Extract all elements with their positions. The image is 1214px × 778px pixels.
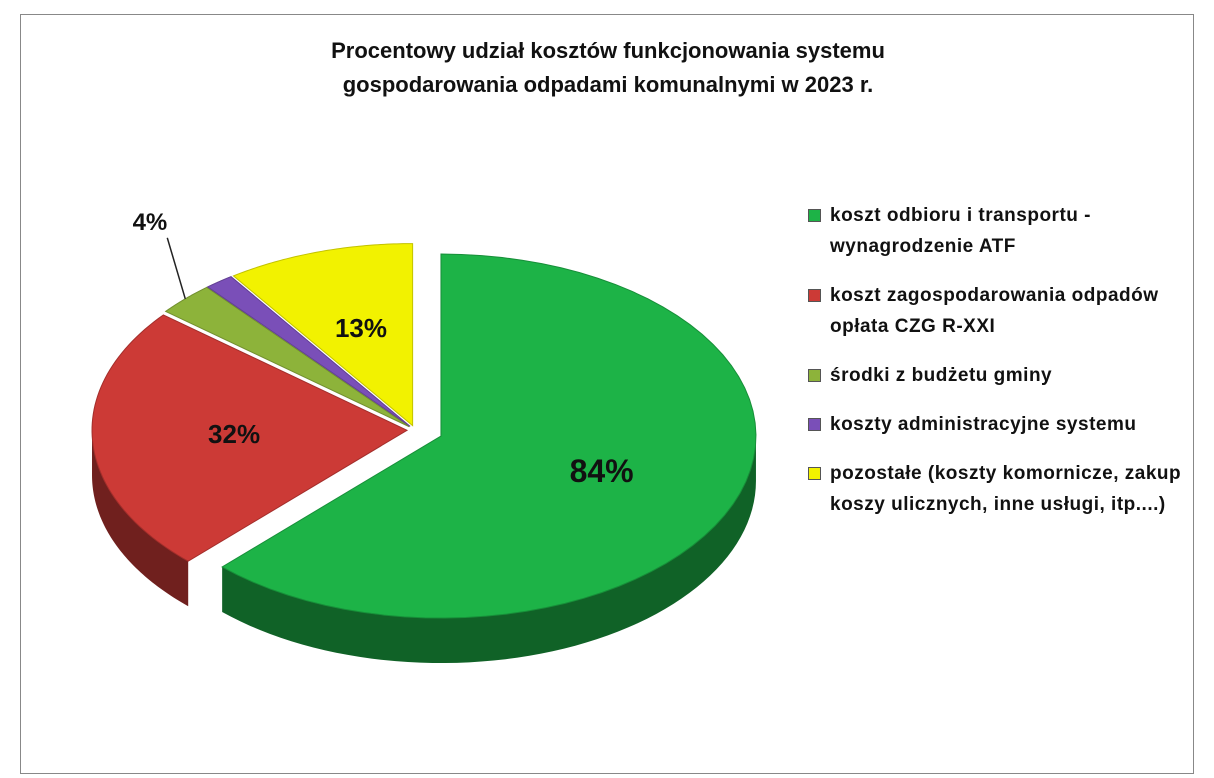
data-label: 32% [208, 419, 260, 449]
legend-swatch [808, 209, 821, 222]
data-label: 4% [133, 209, 168, 236]
legend-item: środki z budżetu gminy [808, 360, 1188, 391]
legend-item: koszt zagospodarowania odpadów opłata CZ… [808, 280, 1188, 342]
slice-side [222, 436, 756, 664]
data-label: 84% [570, 453, 634, 489]
legend-label: koszty administracyjne systemu [830, 414, 1137, 435]
legend-swatch [808, 289, 821, 302]
legend-label: pozostałe (koszty komornicze, zakup kosz… [830, 463, 1182, 515]
legend-label: koszt odbioru i transportu - wynagrodzen… [830, 205, 1091, 257]
legend-swatch [808, 369, 821, 382]
legend-swatch [808, 467, 821, 480]
legend-item: pozostałe (koszty komornicze, zakup kosz… [808, 458, 1188, 520]
legend-item: koszt odbioru i transportu - wynagrodzen… [808, 200, 1188, 262]
legend: koszt odbioru i transportu - wynagrodzen… [808, 200, 1188, 538]
slice-side [92, 430, 189, 607]
legend-item: koszty administracyjne systemu [808, 409, 1188, 440]
slice [91, 314, 409, 562]
slice [164, 286, 410, 428]
legend-label: koszt zagospodarowania odpadów opłata CZ… [830, 285, 1159, 337]
slice [232, 243, 414, 427]
legend-swatch [808, 418, 821, 431]
slice [221, 253, 757, 619]
legend-label: środki z budżetu gminy [830, 365, 1053, 386]
data-label: 13% [335, 313, 387, 343]
chart-title: Procentowy udział kosztów funkcjonowania… [331, 38, 885, 97]
leader-line [166, 237, 186, 300]
chart-frame [20, 14, 1194, 774]
slice [206, 276, 411, 427]
